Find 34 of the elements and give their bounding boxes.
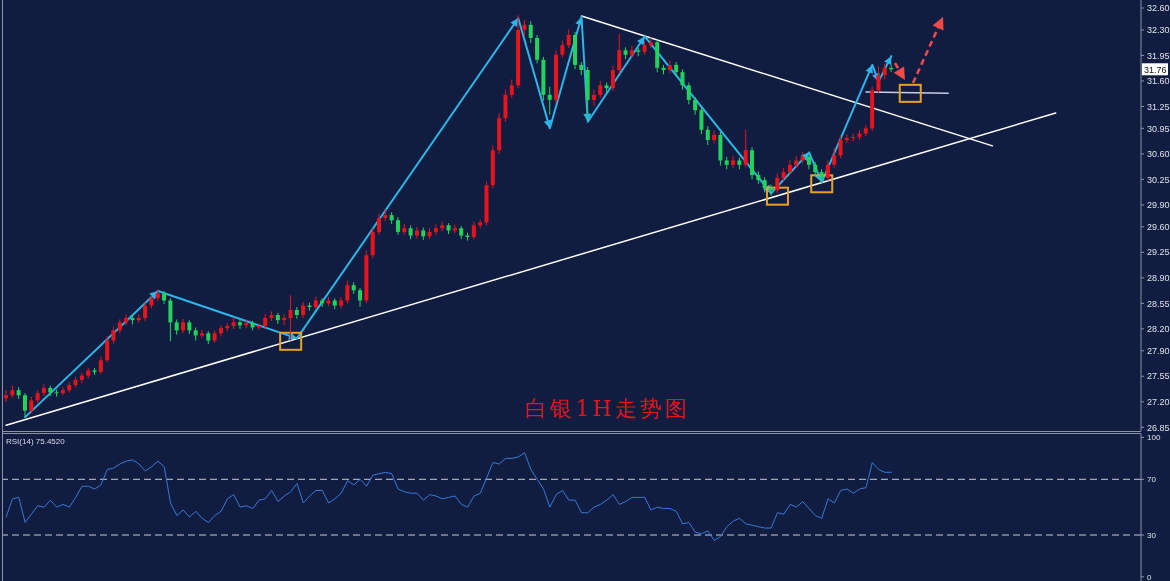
candlestick [636,46,641,57]
y-tick-label: 32.30 [1147,25,1170,36]
y-tick-label: 26.85 [1147,422,1170,433]
y-tick-label: 29.25 [1147,247,1170,258]
y-tick-label: 27.90 [1147,345,1170,356]
y-tick-label: 28.20 [1147,324,1170,335]
y-tick-label: 32.60 [1147,3,1170,14]
line-series [5,452,892,542]
candlestick [332,297,337,310]
y-tick-label: 31.25 [1147,101,1170,112]
y-tick-label: 27.20 [1147,396,1170,407]
y-tick-label: 28.55 [1147,298,1170,309]
point [898,83,922,103]
y-tick-label: 29.90 [1147,200,1170,211]
y-tick-label: 30 [1147,530,1157,540]
y-tick-label: 30.95 [1147,123,1170,134]
text: 白银1H走势图 [524,396,691,422]
point [765,186,789,206]
y-tick-label: 31.60 [1147,76,1170,87]
y-tick-label: 31.95 [1147,50,1170,61]
y-tick-label: 100 [1147,433,1161,443]
y-tick-label: 30.60 [1147,149,1170,160]
candlestick [92,367,97,376]
point [810,174,834,194]
y-tick-label: 0 [1147,572,1152,581]
y-tick-label: 28.90 [1147,273,1170,283]
candlestick [86,367,91,379]
y-tick-label: 30.25 [1147,174,1170,185]
y-tick-label: 27.55 [1147,371,1170,382]
point [279,331,303,351]
y-tick-label: 29.60 [1147,221,1170,232]
y-tick-label: 70 [1147,475,1157,485]
chart-title: RSI(14) 75.4520 [6,437,65,447]
line-series [24,15,893,419]
